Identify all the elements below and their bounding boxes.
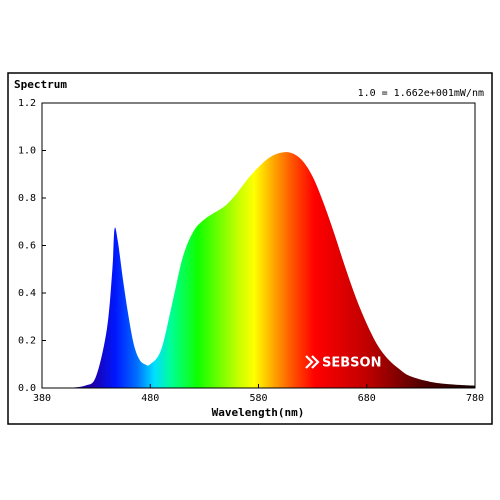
y-tick-label: 0.8 [18,193,36,204]
y-tick-label: 0.2 [18,336,36,347]
y-tick-label: 1.0 [18,146,36,157]
y-tick-label: 0.0 [18,383,36,394]
x-axis-label: Wavelength(nm) [212,406,305,419]
x-tick-label: 780 [466,393,484,404]
y-tick-label: 1.2 [18,98,36,109]
chart-title: Spectrum [14,78,67,91]
x-tick-label: 380 [33,393,51,404]
x-tick-label: 580 [249,393,267,404]
watermark: SEBSON [305,355,381,371]
watermark-text: SEBSON [322,356,381,371]
annotation: 1.0 = 1.662e+001mW/nm [358,88,484,99]
x-tick-label: 480 [141,393,159,404]
y-tick-label: 0.4 [18,288,36,299]
x-tick-label: 680 [358,393,376,404]
y-tick-label: 0.6 [18,241,36,252]
plot [42,152,475,389]
spectrum-area [42,152,475,389]
logo-icon [305,355,320,369]
